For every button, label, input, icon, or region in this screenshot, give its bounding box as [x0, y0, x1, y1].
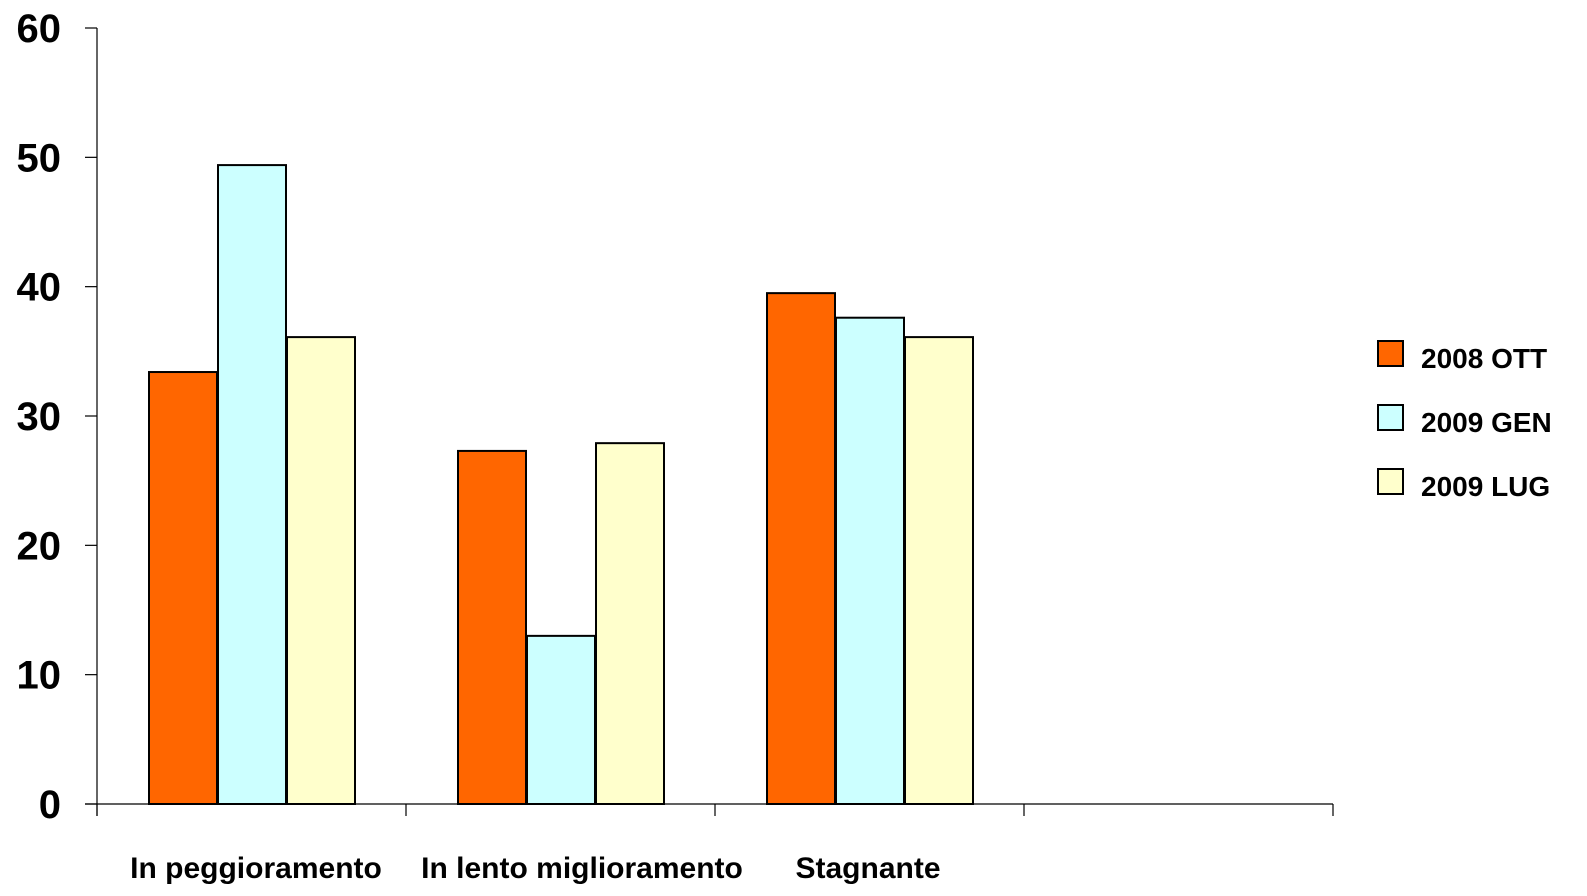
- y-tick-label: 30: [17, 395, 62, 439]
- bar: [835, 316, 905, 805]
- legend-label: 2008 OTT: [1421, 343, 1547, 374]
- legend-swatch: [1377, 340, 1404, 367]
- legend-label: 2009 LUG: [1421, 471, 1550, 502]
- bar: [904, 336, 974, 805]
- x-category-label: In lento miglioramento: [421, 852, 743, 885]
- bar: [217, 164, 287, 806]
- legend: 2008 OTT 2009 GEN 2009 LUG: [1377, 340, 1552, 502]
- bar: [526, 634, 596, 805]
- y-tick-label: 20: [17, 524, 62, 568]
- x-category-label: In peggioramento: [130, 852, 382, 885]
- bar: [457, 449, 527, 805]
- bar: [595, 442, 665, 805]
- y-tick-label: 0: [39, 783, 61, 827]
- y-tick-label: 40: [17, 266, 62, 310]
- y-tick-label: 60: [17, 7, 62, 51]
- legend-label: 2009 GEN: [1421, 407, 1552, 438]
- x-axis: In peggioramento In lento miglioramento St…: [85, 803, 1334, 885]
- y-tick-label: 50: [17, 136, 62, 180]
- bars: [148, 164, 974, 806]
- bar: [286, 336, 356, 805]
- legend-swatch: [1377, 404, 1404, 431]
- bar: [148, 371, 218, 805]
- bar: [766, 292, 836, 805]
- y-tick-label: 10: [17, 654, 62, 698]
- y-axis: 0 10 20 30 40 50 60: [17, 7, 98, 827]
- x-category-label: Stagnante: [795, 852, 940, 885]
- legend-swatch: [1377, 468, 1404, 495]
